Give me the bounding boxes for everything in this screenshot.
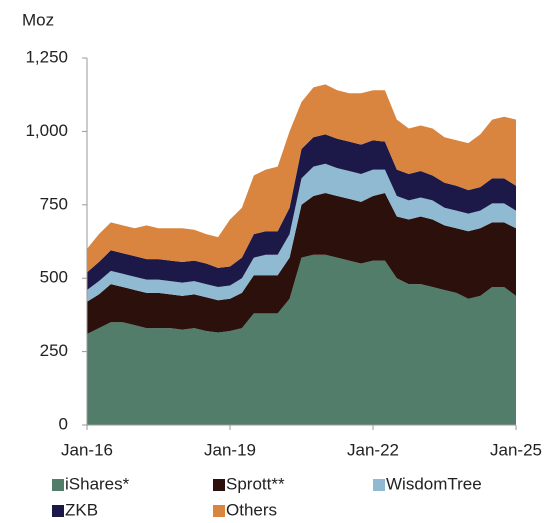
x-tick-label: Jan-22 xyxy=(347,440,399,459)
y-tick-label: 1,250 xyxy=(25,47,68,66)
x-tick-label: Jan-16 xyxy=(61,440,113,459)
area xyxy=(87,84,516,273)
legend-label: iShares* xyxy=(65,474,130,493)
y-tick-label: 500 xyxy=(40,268,68,287)
area xyxy=(87,163,516,302)
x-tick-label: Jan-25 xyxy=(490,440,542,459)
y-tick-label: 750 xyxy=(40,194,68,213)
legend-label: WisdomTree xyxy=(386,474,482,493)
y-tick-label: 1,000 xyxy=(25,121,68,140)
area xyxy=(87,193,516,334)
y-axis-label: Moz xyxy=(22,10,54,29)
area xyxy=(87,254,516,425)
legend-swatch xyxy=(373,479,385,491)
x-tick-label: Jan-19 xyxy=(204,440,256,459)
legend-swatch xyxy=(213,479,225,491)
legend-label: Others xyxy=(226,500,277,519)
legend-label: Sprott** xyxy=(226,474,285,493)
legend-swatch xyxy=(52,505,64,517)
y-tick-label: 0 xyxy=(59,414,68,433)
legend-swatch xyxy=(213,505,225,517)
y-tick-label: 250 xyxy=(40,341,68,360)
legend-swatch xyxy=(52,479,64,491)
legend-label: ZKB xyxy=(65,500,98,519)
area xyxy=(87,134,516,290)
